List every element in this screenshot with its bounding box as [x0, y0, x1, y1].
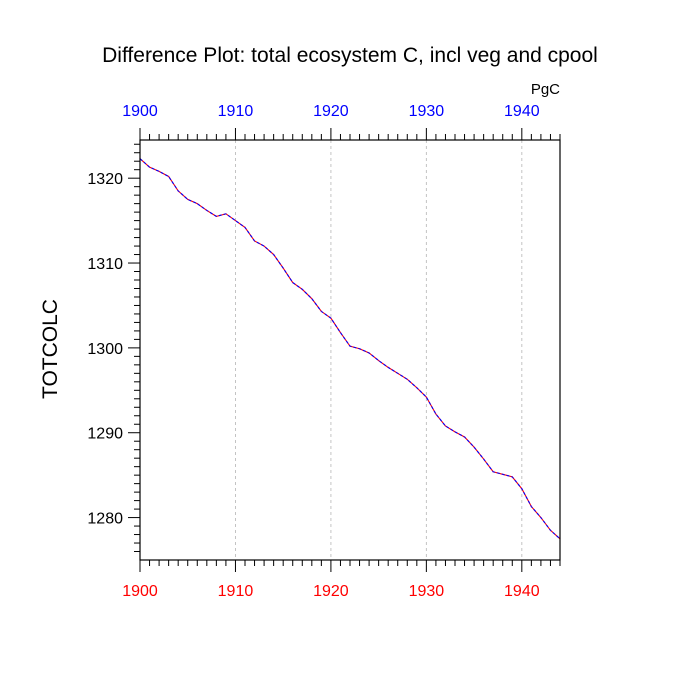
data-point: [521, 488, 523, 490]
y-tick-label: 1310: [87, 256, 123, 273]
data-point: [339, 332, 342, 334]
data-point: [540, 516, 542, 519]
data-point: [435, 413, 437, 415]
data-point: [473, 446, 475, 448]
data-point: [502, 473, 504, 475]
tick-labels: 1900 1910 1920 1930 1940 1900 1910 1920 1930 1940…: [87, 103, 539, 600]
data-point: [168, 175, 170, 178]
units-label: PgC: [531, 81, 560, 98]
x-tick-label-bottom: 1940: [504, 583, 540, 600]
data-point: [425, 396, 427, 398]
data-point: [368, 352, 370, 354]
axis-ticks: [128, 128, 561, 572]
data-point: [416, 387, 418, 389]
data-point: [206, 209, 208, 212]
data-point: [244, 226, 246, 228]
x-tick-label-bottom: 1900: [122, 583, 158, 600]
data-point: [463, 436, 466, 438]
y-axis-label: TOTCOLC: [39, 299, 62, 399]
data-point: [311, 298, 313, 300]
data-point: [187, 198, 189, 200]
data-point: [454, 431, 456, 433]
y-tick-label: 1300: [87, 341, 123, 358]
y-tick-label: 1320: [87, 171, 123, 188]
data-point: [511, 476, 513, 478]
data-point: [397, 372, 399, 374]
data-point: [444, 425, 447, 427]
data-point: [148, 166, 151, 168]
data-point: [196, 203, 198, 205]
x-tick-label-top: 1930: [409, 103, 445, 120]
data-point: [378, 360, 380, 362]
grid-lines: [235, 140, 523, 560]
series-line-0-b: [139, 158, 561, 540]
data-point: [549, 529, 552, 531]
x-tick-label-top: 1940: [504, 103, 540, 120]
x-tick-label-bottom: 1930: [409, 583, 445, 600]
data-point: [234, 220, 237, 222]
data-point: [406, 378, 408, 380]
data-point: [320, 310, 322, 312]
data-point: [349, 345, 351, 347]
data-point: [358, 348, 361, 350]
data-point: [292, 281, 294, 284]
y-tick-label: 1280: [87, 511, 123, 528]
data-point: [530, 505, 532, 508]
data-point: [177, 190, 179, 192]
x-tick-label-bottom: 1920: [313, 583, 349, 600]
data-point: [330, 317, 332, 319]
data-point: [215, 215, 217, 217]
data-point: [483, 458, 485, 460]
data-point: [263, 245, 265, 247]
data-point: [158, 170, 160, 172]
series-line-0-a: [139, 158, 561, 540]
chart-title: Difference Plot: total ecosystem C, incl…: [102, 44, 598, 67]
data-point: [225, 213, 227, 215]
series-layer: [139, 158, 561, 540]
data-point: [301, 288, 303, 290]
data-point: [273, 253, 275, 256]
x-tick-label-top: 1910: [218, 103, 254, 120]
x-tick-label-top: 1900: [122, 103, 158, 120]
data-point: [282, 267, 284, 269]
data-point: [253, 240, 256, 242]
plot-frame: [139, 139, 561, 561]
data-point: [387, 366, 389, 368]
x-tick-label-top: 1920: [313, 103, 349, 120]
y-tick-label: 1290: [87, 426, 123, 443]
data-point: [492, 471, 494, 473]
x-tick-label-bottom: 1910: [218, 583, 254, 600]
